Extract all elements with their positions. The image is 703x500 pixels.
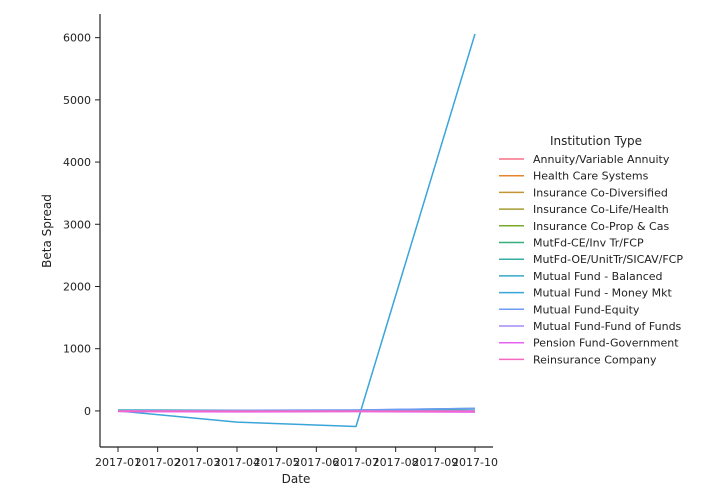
legend-label: Insurance Co-Life/Health: [533, 203, 669, 216]
legend-label: MutFd-OE/UnitTr/SICAV/FCP: [533, 253, 683, 266]
legend-label: Mutual Fund - Money Mkt: [533, 287, 672, 300]
x-axis-title: Date: [282, 472, 311, 486]
x-tick-label: 2017-07: [333, 456, 379, 469]
plot-lines: [117, 33, 476, 428]
y-tick-label: 0: [84, 405, 91, 418]
legend-label: Insurance Co-Prop & Cas: [533, 220, 669, 233]
x-tick-label: 2017-08: [373, 456, 419, 469]
legend-label: Reinsurance Company: [533, 353, 657, 366]
x-tick-label: 2017-01: [95, 456, 141, 469]
y-ticks: 0 1000 2000 3000 4000 5000 6000: [63, 32, 100, 418]
legend: Institution Type Annuity/Variable Annuit…: [499, 134, 683, 366]
x-tick-label: 2017-05: [254, 456, 300, 469]
y-axis-title: Beta Spread: [40, 194, 54, 268]
legend-title: Institution Type: [550, 134, 642, 148]
x-tick-label: 2017-06: [293, 456, 339, 469]
y-tick-label: 4000: [63, 156, 91, 169]
y-tick-label: 3000: [63, 218, 91, 231]
legend-label: MutFd-CE/Inv Tr/FCP: [533, 237, 644, 250]
x-tick-label: 2017-04: [214, 456, 260, 469]
legend-items: Annuity/Variable Annuity Health Care Syst…: [499, 153, 683, 366]
y-tick-label: 1000: [63, 343, 91, 356]
x-tick-label: 2017-09: [412, 456, 458, 469]
y-tick-label: 6000: [63, 32, 91, 45]
x-ticks: 2017-012017-022017-032017-042017-052017-…: [95, 447, 498, 469]
legend-label: Health Care Systems: [533, 170, 649, 183]
legend-label: Mutual Fund - Balanced: [533, 270, 663, 283]
series-line: [117, 33, 476, 428]
legend-label: Annuity/Variable Annuity: [533, 153, 670, 166]
legend-label: Insurance Co-Diversified: [533, 186, 668, 199]
y-tick-label: 5000: [63, 94, 91, 107]
y-tick-label: 2000: [63, 280, 91, 293]
x-tick-label: 2017-02: [135, 456, 181, 469]
legend-label: Mutual Fund-Equity: [533, 303, 640, 316]
x-tick-label: 2017-10: [452, 456, 498, 469]
legend-label: Pension Fund-Government: [533, 337, 679, 350]
legend-label: Mutual Fund-Fund of Funds: [533, 320, 682, 333]
x-tick-label: 2017-03: [174, 456, 220, 469]
